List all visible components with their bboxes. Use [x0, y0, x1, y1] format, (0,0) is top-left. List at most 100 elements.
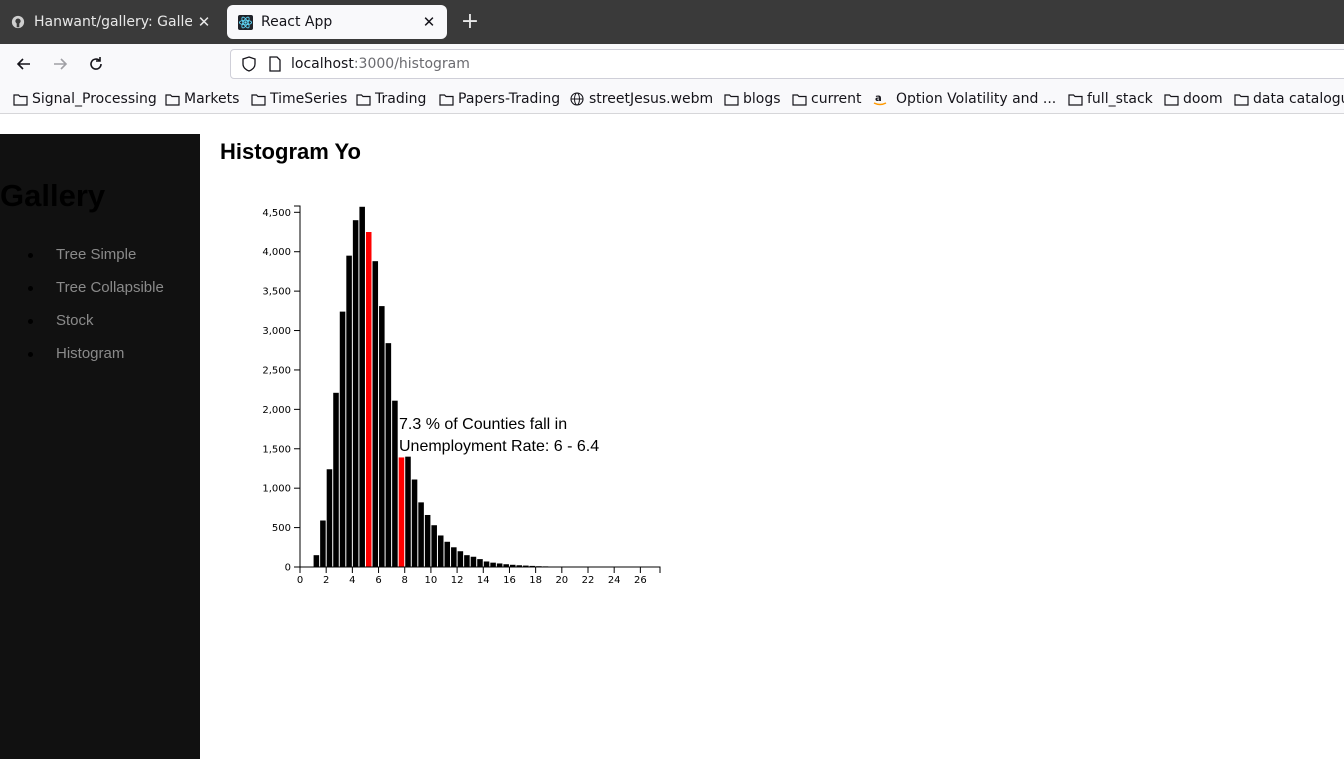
bookmark-trading[interactable]: Trading — [355, 90, 426, 108]
tab-title: Hanwant/gallery: Gallery — [34, 14, 192, 30]
tooltip-line-1: 7.3 % of Counties fall in — [399, 416, 568, 433]
bullet-icon — [28, 352, 33, 357]
amazon-icon: a — [872, 91, 888, 107]
histogram-bar — [313, 555, 320, 567]
histogram-chart: 0 2 4 6 8 10 12 14 16 18 20 22 24 26 0 500 1,000 1,500 2,0… — [250, 200, 670, 600]
reload-button[interactable] — [84, 52, 108, 76]
forward-button[interactable] — [48, 52, 72, 76]
sidebar-item-label: Tree Simple — [56, 246, 137, 263]
histogram-bar — [503, 564, 509, 567]
bookmark-markets[interactable]: Markets — [164, 90, 239, 108]
bookmark-timeseries[interactable]: TimeSeries — [250, 90, 347, 108]
navigation-toolbar: localhost:3000/histogram — [0, 44, 1344, 84]
bookmark-label: Trading — [375, 91, 427, 107]
tab-close-icon[interactable]: ✕ — [422, 13, 436, 31]
histogram-bar — [352, 220, 359, 567]
histogram-bar — [523, 565, 529, 567]
back-button[interactable] — [12, 52, 36, 76]
bookmark-label: current — [811, 91, 862, 107]
url-host: localhost — [291, 56, 354, 72]
y-tick-label: 0 — [285, 563, 291, 574]
globe-icon — [569, 91, 585, 107]
histogram-bar — [372, 261, 379, 567]
y-tick-label: 500 — [272, 523, 291, 534]
folder-icon — [250, 91, 266, 107]
bullet-icon — [28, 319, 33, 324]
folder-icon — [1163, 91, 1179, 107]
page-icon[interactable] — [265, 54, 285, 74]
histogram-bar — [385, 343, 392, 567]
histogram-bar — [418, 502, 424, 567]
sidebar-item-tree-collapsible[interactable]: Tree Collapsible — [0, 279, 164, 312]
bookmark-label: TimeSeries — [270, 91, 348, 107]
histogram-bar — [326, 469, 333, 567]
new-tab-button[interactable]: + — [460, 9, 480, 34]
histogram-bar — [483, 561, 490, 567]
tab-strip: Hanwant/gallery: Gallery ✕ React App ✕ + — [0, 0, 1344, 44]
x-tick-label: 12 — [451, 575, 464, 586]
folder-icon — [164, 91, 180, 107]
sidebar-item-stock[interactable]: Stock — [0, 312, 164, 345]
histogram-bar — [392, 400, 398, 567]
histogram-bar — [411, 479, 418, 567]
sidebar-item-label: Tree Collapsible — [56, 279, 164, 296]
react-icon — [237, 14, 253, 30]
histogram-bar — [333, 392, 339, 567]
svg-text:a: a — [875, 93, 882, 104]
bookmark-full-stack[interactable]: full_stack — [1067, 90, 1153, 108]
shield-icon[interactable] — [239, 54, 259, 74]
bookmark-option-volatility[interactable]: a Option Volatility and ... — [872, 90, 1056, 108]
tab-react-app[interactable]: React App ✕ — [227, 5, 447, 39]
url-path: :3000/histogram — [353, 56, 470, 72]
tab-close-icon[interactable]: ✕ — [197, 13, 211, 31]
x-tick-label: 4 — [349, 575, 355, 586]
x-tick-label: 26 — [634, 575, 647, 586]
bookmark-label: Markets — [184, 91, 240, 107]
histogram-bar — [320, 520, 326, 567]
bullet-icon — [28, 286, 33, 291]
x-tick-label: 22 — [582, 575, 595, 586]
bookmark-blogs[interactable]: blogs — [723, 90, 781, 108]
sidebar: Gallery Tree Simple Tree Collapsible Sto… — [0, 134, 200, 759]
sidebar-item-tree-simple[interactable]: Tree Simple — [0, 246, 164, 279]
back-arrow-icon — [16, 58, 30, 70]
histogram-bar — [437, 535, 444, 567]
address-bar[interactable]: localhost:3000/histogram — [230, 49, 1344, 79]
x-tick-label: 14 — [477, 575, 490, 586]
folder-icon — [438, 91, 454, 107]
histogram-bar — [470, 556, 477, 567]
reload-icon — [90, 57, 102, 70]
sidebar-item-histogram[interactable]: Histogram — [0, 345, 164, 378]
histogram-bar — [431, 525, 437, 567]
histogram-tooltip: 7.3 % of Counties fall in Unemployment R… — [399, 414, 599, 458]
folder-icon — [791, 91, 807, 107]
bookmark-current[interactable]: current — [791, 90, 862, 108]
bookmark-papers-trading[interactable]: Papers-Trading — [438, 90, 560, 108]
url-text[interactable]: localhost:3000/histogram — [291, 56, 470, 72]
y-tick-label: 4,000 — [262, 247, 291, 258]
y-tick-label: 4,500 — [262, 208, 291, 219]
tab-title: React App — [261, 14, 333, 30]
y-tick-label: 2,000 — [262, 405, 291, 416]
y-tick-label: 3,000 — [262, 326, 291, 337]
y-tick-label: 1,500 — [262, 444, 291, 455]
histogram-bar — [379, 306, 385, 567]
bookmark-label: streetJesus.webm — [589, 91, 714, 107]
histogram-bar — [424, 514, 431, 567]
bookmark-data-catalogue[interactable]: data catalogu — [1233, 90, 1344, 108]
y-tick-label: 3,500 — [262, 287, 291, 298]
x-tick-label: 20 — [555, 575, 568, 586]
x-tick-label: 8 — [402, 575, 408, 586]
tab-github[interactable]: Hanwant/gallery: Gallery ✕ — [0, 5, 222, 39]
forward-arrow-icon — [54, 58, 68, 70]
folder-icon — [12, 91, 28, 107]
x-axis — [299, 566, 661, 573]
bookmark-label: Signal_Processing — [32, 91, 157, 107]
bookmark-streetjesus[interactable]: streetJesus.webm — [569, 90, 713, 108]
bookmark-signal-processing[interactable]: Signal_Processing — [12, 90, 157, 108]
bookmark-doom[interactable]: doom — [1163, 90, 1223, 108]
histogram-bar — [516, 565, 523, 567]
histogram-bar — [339, 311, 346, 567]
histogram-bar — [359, 206, 365, 567]
x-tick-label: 6 — [375, 575, 381, 586]
